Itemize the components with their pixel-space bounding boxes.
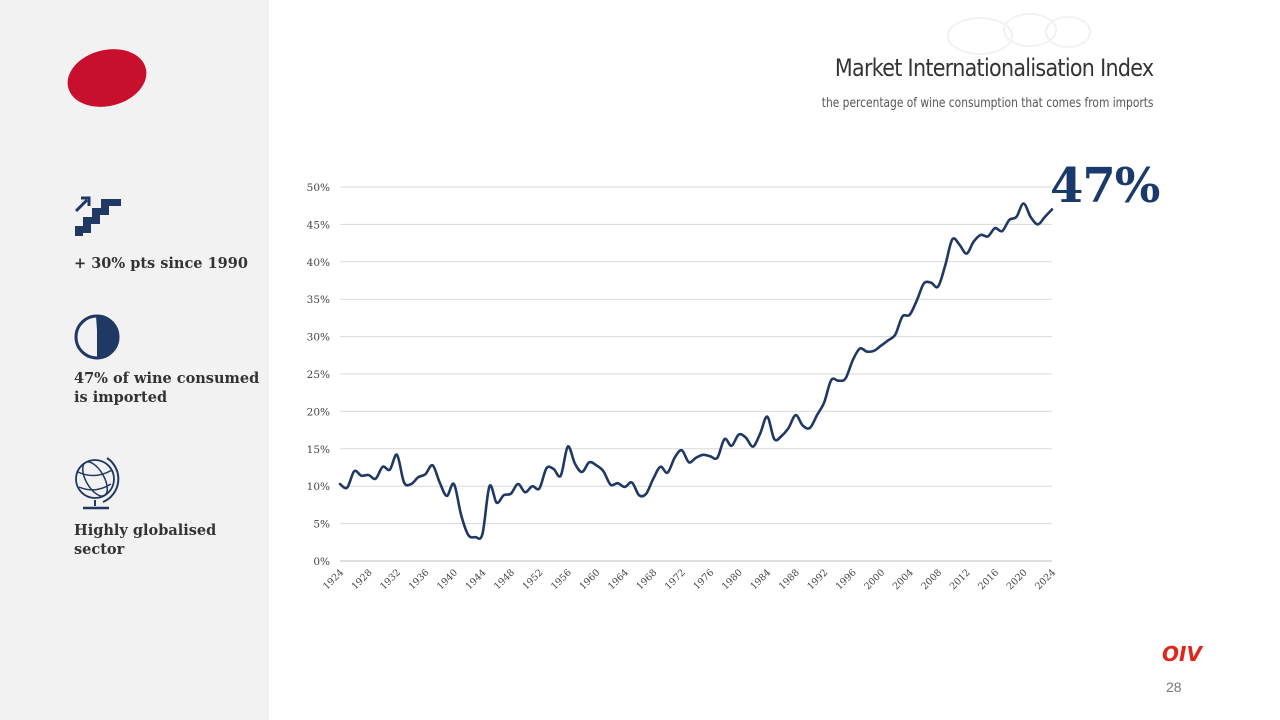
y-tick-label: 15% [307,444,330,456]
x-tick-label: 2024 [1033,567,1058,592]
x-tick-label: 1976 [691,567,716,592]
chart-title: Market Internationalisation Index [834,54,1153,82]
x-tick-label: 1996 [834,567,859,592]
y-tick-label: 45% [307,219,330,231]
watermark-decoration [947,13,1091,55]
series-line [338,202,1054,540]
stat-imported-line-2: is imported [74,389,168,406]
y-tick-label: 35% [307,294,330,306]
x-tick-label: 1928 [350,567,375,592]
x-tick-label: 1988 [777,567,802,592]
x-tick-label: 1936 [407,567,432,592]
x-tick-label: 2000 [862,567,887,592]
x-tick-label: 1932 [378,567,403,592]
y-tick-label: 30% [307,332,330,344]
x-tick-label: 2008 [919,567,944,592]
y-tick-label: 0% [313,556,330,568]
x-tick-label: 1948 [492,567,517,592]
x-tick-label: 1980 [720,567,745,592]
sidebar: + 30% pts since 1990 47% of wine consume… [0,0,269,720]
x-tick-label: 1940 [435,567,460,592]
stat-growth-text: + 30% pts since 1990 [74,255,248,272]
stat-globalised-text: Highly globalised sector [74,522,217,558]
stat-imported-line-1: 47% of wine consumed [74,370,260,387]
x-tick-label: 1956 [549,567,574,592]
x-tick-label: 1944 [464,567,489,592]
y-tick-label: 50% [307,182,330,194]
x-tick-label: 2016 [976,567,1001,592]
y-tick-label: 40% [307,257,330,269]
x-tick-label: 1924 [321,567,346,592]
y-tick-label: 20% [307,406,330,418]
x-tick-label: 2012 [948,567,973,592]
highlight-value: 47% [1050,158,1160,214]
x-tick-label: 1972 [663,567,688,592]
x-tick-label: 1952 [521,567,546,592]
globe-icon [75,457,120,510]
x-tick-label: 2020 [1005,567,1030,592]
pie-half-icon [74,314,120,360]
x-tick-label: 2004 [891,567,916,592]
oiv-logo: OIV [1162,642,1202,666]
x-tick-label: 1984 [748,567,773,592]
y-tick-label: 25% [307,369,330,381]
x-tick-label: 1964 [606,567,631,592]
stairs-up-icon [74,196,121,236]
stat-imported-text: 47% of wine consumed is imported [74,369,259,407]
y-tick-label: 5% [313,519,330,531]
chart-subtitle: the percentage of wine consumption that … [821,96,1153,111]
x-tick-label: 1960 [578,567,603,592]
x-tick-label: 1992 [805,567,830,592]
y-tick-label: 10% [307,481,330,493]
page-number: 28 [1166,679,1182,695]
x-tick-label: 1968 [635,567,660,592]
